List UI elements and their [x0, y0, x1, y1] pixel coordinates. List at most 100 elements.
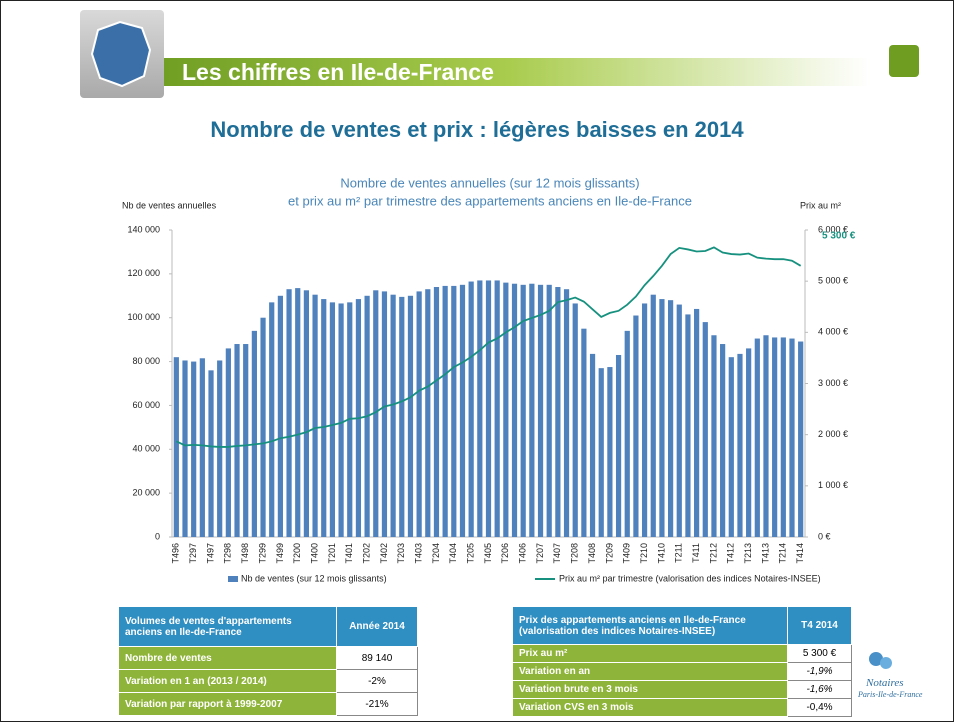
- row-value: -1,6%: [787, 680, 852, 699]
- x-tick-label: T414: [795, 543, 805, 564]
- bar: [702, 322, 708, 537]
- bar: [694, 308, 700, 537]
- y-axis-label: Nb de ventes annuelles: [122, 200, 217, 210]
- x-tick-label: T209: [604, 543, 614, 564]
- row-label: Variation par rapport à 1999-2007: [118, 692, 337, 716]
- bar: [425, 289, 431, 537]
- bar: [589, 353, 596, 537]
- x-tick-label: T400: [309, 543, 319, 564]
- x-tick-label: T407: [552, 543, 562, 564]
- bar: [754, 338, 760, 537]
- y-tick-label: 20 000: [132, 488, 160, 498]
- x-tick-label: T401: [344, 543, 354, 564]
- bar: [459, 284, 466, 537]
- bar: [199, 358, 205, 537]
- x-tick-label: T406: [518, 543, 528, 564]
- x-tick-label: T206: [500, 543, 510, 564]
- annotation: 5 300 €: [822, 230, 856, 241]
- bar: [624, 330, 630, 537]
- table-header: Prix des appartements anciens en Ile-de-…: [512, 606, 788, 645]
- bar: [615, 354, 622, 537]
- bar: [243, 344, 249, 537]
- bar: [641, 303, 648, 537]
- x-tick-label: T499: [275, 543, 285, 564]
- row-label: Variation en an: [512, 662, 788, 681]
- logo-mark: [869, 652, 892, 669]
- bar: [633, 315, 639, 537]
- bar: [546, 284, 552, 537]
- bar: [217, 360, 223, 537]
- bar: [234, 344, 240, 537]
- bar: [399, 296, 405, 537]
- bar: [451, 285, 457, 537]
- bar: [650, 294, 656, 537]
- bar: [303, 290, 310, 537]
- y2-tick-label: 6 000 €: [818, 224, 848, 234]
- y2-tick-label: 0 €: [818, 531, 831, 541]
- x-tick-label: T202: [361, 543, 371, 564]
- logo-region: Paris-Ile-de-France: [858, 690, 923, 699]
- bar: [746, 348, 752, 537]
- y-tick-label: 100 000: [127, 312, 160, 322]
- headline: Nombre de ventes et prix : légères baiss…: [210, 117, 744, 142]
- bar: [251, 330, 257, 537]
- x-tick-label: T298: [223, 543, 233, 564]
- bar: [720, 344, 726, 537]
- y-tick-label: 80 000: [132, 356, 160, 366]
- x-tick-label: T498: [240, 543, 250, 564]
- legend-label: Nb de ventes (sur 12 mois glissants): [241, 573, 387, 583]
- x-tick-label: T207: [535, 543, 545, 564]
- region-map: [90, 20, 152, 88]
- bar: [225, 348, 231, 537]
- bar: [607, 367, 613, 537]
- bar: [269, 302, 275, 537]
- bar: [286, 289, 292, 537]
- bar: [191, 361, 197, 537]
- bar: [711, 335, 717, 537]
- y2-tick-label: 1 000 €: [818, 480, 848, 490]
- bar: [737, 353, 743, 537]
- volumes-table: Volumes de ventes d'appartements anciens…: [118, 606, 418, 716]
- bar: [563, 289, 570, 537]
- row-value: -0,4%: [787, 698, 852, 717]
- row-label: Variation en 1 an (2013 / 2014): [118, 669, 337, 693]
- bar: [381, 291, 388, 537]
- x-tick-label: T212: [708, 543, 718, 564]
- row-value: -2%: [336, 669, 418, 693]
- y-tick-label: 0: [155, 531, 160, 541]
- x-tick-label: T412: [726, 543, 736, 564]
- bar: [780, 337, 786, 537]
- bar: [312, 294, 318, 537]
- legend-label: Prix au m² par trimestre (valorisation d…: [559, 573, 821, 583]
- y-tick-label: 140 000: [127, 224, 160, 234]
- x-tick-label: T497: [205, 543, 215, 564]
- bar: [260, 317, 266, 537]
- bar: [728, 357, 734, 537]
- bar: [407, 295, 414, 537]
- bar: [659, 299, 665, 537]
- region-tile: [80, 10, 164, 98]
- y-tick-label: 120 000: [127, 268, 160, 278]
- x-tick-label: T402: [379, 543, 389, 564]
- prix-table: Prix des appartements anciens en Ile-de-…: [512, 606, 852, 717]
- y2-tick-label: 3 000 €: [818, 378, 848, 388]
- x-tick-label: T208: [570, 543, 580, 564]
- chart-title: et prix au m² par trimestre des appartem…: [288, 193, 692, 208]
- x-tick-label: T411: [691, 543, 701, 563]
- header-title: Les chiffres en Ile-de-France: [182, 59, 494, 85]
- row-value: -21%: [336, 692, 418, 716]
- y2-axis-label: Prix au m²: [800, 200, 841, 210]
- table-header: Volumes de ventes d'appartements anciens…: [118, 606, 337, 647]
- table-header: Année 2014: [336, 606, 418, 647]
- row-value: 5 300 €: [787, 644, 852, 663]
- x-tick-label: T203: [396, 543, 406, 564]
- x-tick-label: T409: [622, 543, 632, 564]
- bar: [529, 283, 535, 537]
- bar: [442, 285, 448, 537]
- x-tick-label: T410: [656, 543, 666, 564]
- x-tick-label: T204: [431, 543, 441, 564]
- bar: [520, 284, 526, 537]
- bar: [321, 299, 327, 537]
- table-header: T4 2014: [787, 606, 852, 645]
